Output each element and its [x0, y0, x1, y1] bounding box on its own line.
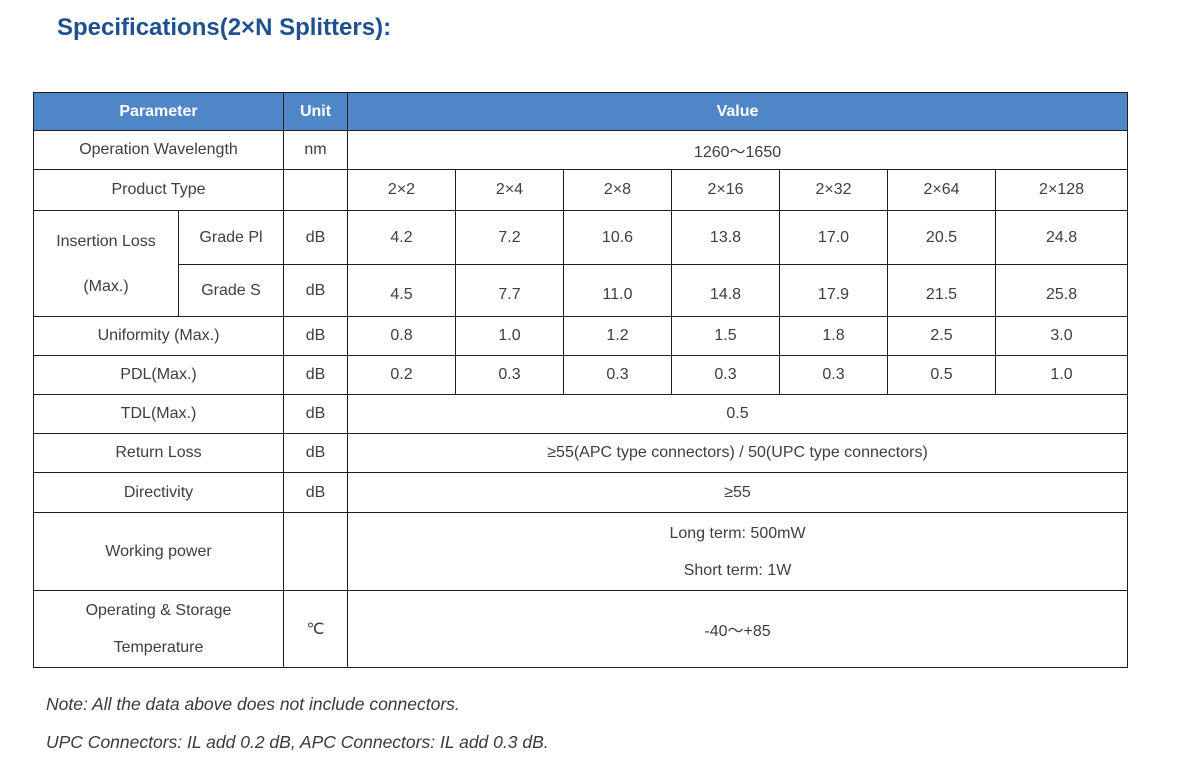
value-cell: 10.6: [563, 210, 672, 265]
notes-section: Note: All the data above does not includ…: [46, 694, 1184, 753]
spec-table: Parameter Unit Value Operation Wavelengt…: [33, 92, 1129, 668]
value-cell-operating-storage-temperature: -40～+85: [346, 590, 1129, 668]
value-cell: 24.8: [994, 210, 1129, 265]
unit-cell-return-loss: dB: [283, 433, 348, 473]
value-cell: 25.8: [994, 268, 1129, 321]
value-cell: 1.5: [671, 316, 780, 356]
value-cell: 1.8: [779, 316, 888, 356]
column-header-parameter: Parameter: [33, 92, 284, 131]
row-tdl: TDL(Max.) dB 0.5: [33, 394, 1129, 434]
value-cell: 4.2: [347, 210, 456, 265]
column-header-value: Value: [346, 92, 1129, 131]
value-cell: 2×2: [347, 169, 456, 211]
value-cell-tdl: 0.5: [346, 394, 1129, 434]
value-cell-operation-wavelength: 1260～1650: [346, 130, 1129, 170]
value-cell-return-loss: ≥55(APC type connectors) / 50(UPC type c…: [346, 433, 1129, 473]
unit-cell-product-type: [283, 169, 348, 211]
parameter-line: Insertion Loss: [56, 232, 156, 250]
value-cell: 0.8: [347, 316, 456, 356]
unit-cell-grade-s: dB: [283, 264, 348, 317]
row-directivity: Directivity dB ≥55: [33, 472, 1129, 513]
value-cell: 13.8: [671, 210, 780, 265]
value-cell: 1.2: [563, 316, 672, 356]
value-line: Long term: 500mW: [669, 524, 806, 542]
value-cell: 2×4: [455, 169, 564, 211]
grade-label-cell: Grade S: [178, 264, 284, 317]
parameter-cell-return-loss: Return Loss: [33, 433, 284, 473]
parameter-cell-insertion-loss: Insertion Loss (Max.): [33, 210, 179, 317]
grade-label-cell: Grade Pl: [178, 210, 284, 265]
value-cell: 3.0: [994, 316, 1129, 356]
value-cell: 11.0: [563, 268, 672, 321]
row-product-type: Product Type 2×2 2×4 2×8 2×16 2×32 2×64 …: [33, 169, 1129, 211]
table-header-row: Parameter Unit Value: [33, 92, 1129, 131]
row-uniformity: Uniformity (Max.) dB 0.8 1.0 1.2 1.5 1.8…: [33, 316, 1129, 356]
parameter-cell-working-power: Working power: [33, 512, 284, 591]
value-cell: 0.2: [347, 355, 456, 395]
parameter-cell-uniformity: Uniformity (Max.): [33, 316, 284, 356]
value-cell-working-power: Long term: 500mW Short term: 1W: [346, 512, 1129, 591]
parameter-line: Temperature: [113, 639, 204, 656]
page-title: Specifications(2×N Splitters):: [57, 14, 392, 41]
unit-cell-pdl: dB: [283, 355, 348, 395]
column-header-unit: Unit: [283, 92, 348, 131]
parameter-cell-directivity: Directivity: [33, 472, 284, 513]
unit-cell-operation-wavelength: nm: [283, 130, 348, 170]
value-cell: 2×8: [563, 169, 672, 211]
value-cell: 0.3: [563, 355, 672, 395]
value-cell: 1.0: [455, 316, 564, 356]
value-cell: 14.8: [671, 268, 780, 321]
parameter-cell-product-type: Product Type: [33, 169, 284, 211]
value-cell: 0.3: [455, 355, 564, 395]
unit-cell-grade-pl: dB: [283, 210, 348, 265]
value-cell: 0.5: [887, 355, 996, 395]
note-line-2: UPC Connectors: IL add 0.2 dB, APC Conne…: [46, 732, 549, 752]
unit-cell-directivity: dB: [283, 472, 348, 513]
value-cell: 2×16: [671, 169, 780, 211]
value-cell-directivity: ≥55: [346, 472, 1129, 513]
value-cell: 20.5: [887, 210, 996, 265]
unit-cell-working-power: [283, 512, 348, 591]
parameter-line: Operating & Storage: [85, 602, 232, 619]
parameter-cell-operation-wavelength: Operation Wavelength: [33, 130, 284, 170]
note-line-1: Note: All the data above does not includ…: [46, 694, 460, 714]
row-working-power: Working power Long term: 500mW Short ter…: [33, 512, 1129, 591]
parameter-line: (Max.): [83, 277, 129, 295]
unit-cell-uniformity: dB: [283, 316, 348, 356]
row-operating-storage-temperature: Operating & Storage Temperature ℃ -40～+8…: [33, 590, 1129, 668]
value-cell: 2×128: [994, 169, 1129, 211]
value-cell: 7.2: [455, 210, 564, 265]
value-cell: 17.9: [779, 268, 888, 321]
value-cell: 17.0: [779, 210, 888, 265]
parameter-cell-pdl: PDL(Max.): [33, 355, 284, 395]
value-cell: 2×32: [779, 169, 888, 211]
row-operation-wavelength: Operation Wavelength nm 1260～1650: [33, 130, 1129, 170]
value-cell: 7.7: [455, 268, 564, 321]
value-cell: 0.3: [779, 355, 888, 395]
row-insertion-loss-grade-s: Grade S dB 4.5 7.7 11.0 14.8 17.9 21.5 2…: [34, 264, 1129, 321]
value-cell: 4.5: [347, 268, 456, 321]
value-cell: 2.5: [887, 316, 996, 356]
value-cell: 0.3: [671, 355, 780, 395]
value-cell: 2×64: [887, 169, 996, 211]
value-cell: 1.0: [994, 355, 1129, 395]
row-insertion-loss-grade-pl: Insertion Loss (Max.) Grade Pl dB 4.2 7.…: [33, 210, 1129, 317]
parameter-cell-tdl: TDL(Max.): [33, 394, 284, 434]
value-line: Short term: 1W: [683, 561, 792, 579]
unit-cell-operating-storage-temperature: ℃: [283, 590, 348, 668]
unit-cell-tdl: dB: [283, 394, 348, 434]
row-return-loss: Return Loss dB ≥55(APC type connectors) …: [33, 433, 1129, 473]
row-pdl: PDL(Max.) dB 0.2 0.3 0.3 0.3 0.3 0.5 1.0: [33, 355, 1129, 395]
parameter-cell-operating-storage-temperature: Operating & Storage Temperature: [33, 590, 284, 668]
value-cell: 21.5: [887, 268, 996, 321]
